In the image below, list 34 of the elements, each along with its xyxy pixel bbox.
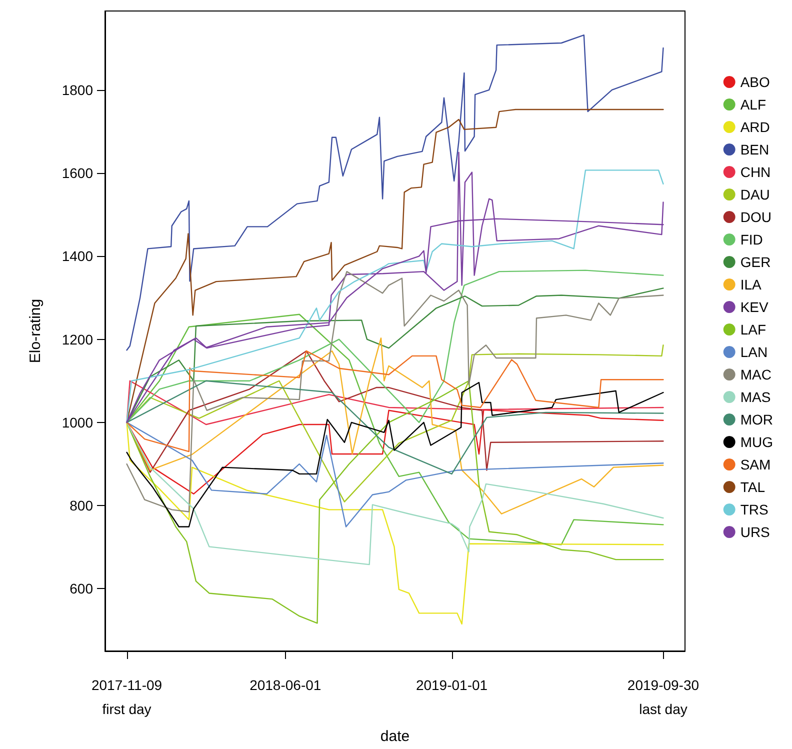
y-tick-label: 1800 [62, 82, 94, 98]
y-tick-label: 1400 [62, 248, 94, 264]
legend-label: TRS [740, 502, 768, 518]
legend-label: DOU [740, 209, 772, 225]
legend-label: CHN [740, 164, 771, 180]
legend-label: MOR [740, 412, 774, 428]
legend-label: ABO [740, 74, 770, 90]
y-tick-label: 600 [70, 580, 94, 597]
legend-label: MAS [740, 389, 771, 405]
legend-label: URS [740, 524, 770, 540]
legend-label: ALF [740, 96, 766, 112]
y-tick-label: 800 [70, 498, 94, 514]
legend-label: MAC [740, 366, 772, 382]
legend-label: LAF [740, 322, 766, 338]
y-tick-label: 1600 [62, 165, 94, 182]
x-tick-label: 2019-01-01 [416, 677, 488, 693]
x-tick-label: 2017-11-09 first day [91, 677, 162, 717]
x-axis-title: date [380, 728, 410, 745]
legend-label: FID [740, 232, 763, 248]
legend-label: MUG [740, 434, 774, 450]
x-tick-label: 2018-06-01 [250, 677, 322, 693]
y-axis-title: Elo-rating [27, 298, 44, 364]
y-tick-label: 1200 [62, 331, 94, 348]
legend-label: ARD [740, 119, 770, 135]
legend-label: TAL [740, 479, 766, 495]
legend-label: GER [740, 254, 771, 270]
legend-label: ILA [740, 276, 762, 292]
x-tick-label: 2019-09-30 last day [627, 677, 700, 717]
legend-label: LAN [740, 344, 768, 360]
y-tick-label: 1000 [62, 414, 94, 430]
legend-label: KEV [740, 299, 770, 315]
legend-label: SAM [740, 456, 771, 472]
legend-label: BEN [740, 142, 770, 158]
legend-label: DAU [740, 186, 770, 202]
